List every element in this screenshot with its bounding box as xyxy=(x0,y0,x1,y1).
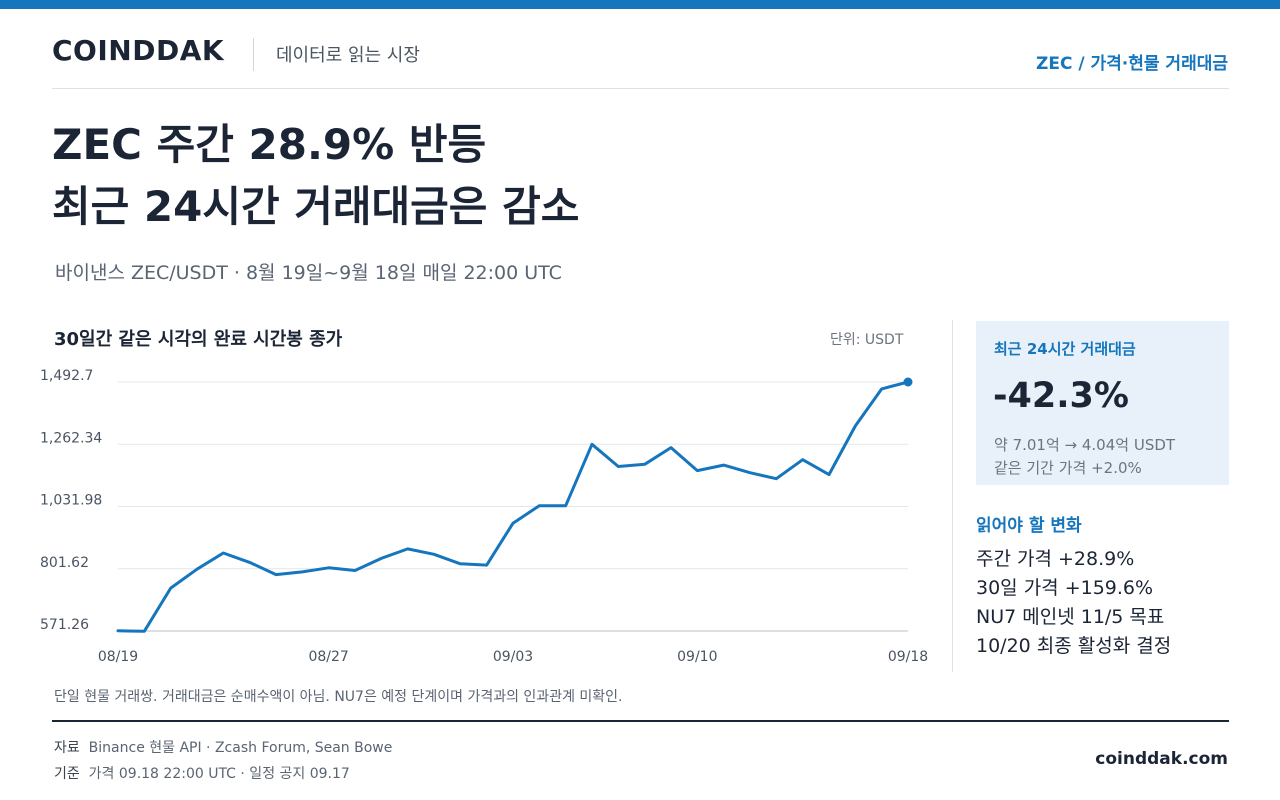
top-accent-bar xyxy=(0,0,1280,9)
source-line: 자료 Binance 현물 API · Zcash Forum, Sean Bo… xyxy=(54,737,392,757)
changes-list: 주간 가격 +28.9% 30일 가격 +159.6% NU7 메인넷 11/5… xyxy=(976,545,1171,661)
y-tick-label: 1,262.34 xyxy=(40,430,102,446)
last-point-marker xyxy=(903,377,913,387)
list-item: NU7 메인넷 11/5 목표 xyxy=(976,606,1165,628)
x-tick-label: 08/27 xyxy=(308,649,348,665)
basis-line: 기준 가격 09.18 22:00 UTC · 일정 공지 09.17 xyxy=(54,763,350,783)
headline: ZEC 주간 28.9% 반등 최근 24시간 거래대금은 감소 xyxy=(52,114,579,238)
x-tick-label: 08/19 xyxy=(98,649,138,665)
y-tick-label: 801.62 xyxy=(40,555,89,571)
chart-x-tick-labels: 08/19 08/27 09/03 09/10 09/18 xyxy=(98,649,928,665)
list-item: 10/20 최종 활성화 결정 xyxy=(976,635,1172,657)
headline-line-2: 최근 24시간 거래대금은 감소 xyxy=(52,182,580,231)
list-item: 주간 가격 +28.9% xyxy=(976,548,1135,570)
section-label[interactable]: ZEC / 가격·현물 거래대금 xyxy=(1036,54,1228,74)
subheadline: 바이낸스 ZEC/USDT · 8월 19일~9월 18일 매일 22:00 U… xyxy=(55,262,562,284)
series-line xyxy=(116,380,910,633)
brand-divider xyxy=(253,38,254,71)
basis-key: 기준 xyxy=(54,766,80,782)
kpi-volume-note: 약 7.01억 → 4.04억 USDT xyxy=(994,436,1176,454)
y-tick-label: 1,031.98 xyxy=(40,493,102,509)
list-item: 30일 가격 +159.6% xyxy=(976,577,1154,599)
changes-title: 읽어야 할 변화 xyxy=(976,516,1082,536)
volume-kpi-card: 최근 24시간 거래대금 -42.3% 약 7.01억 → 4.04억 USDT… xyxy=(976,321,1229,485)
kpi-price-note: 같은 기간 가격 +2.0% xyxy=(994,459,1142,477)
y-tick-label: 571.26 xyxy=(40,617,89,633)
x-tick-label: 09/18 xyxy=(888,649,928,665)
x-tick-label: 09/03 xyxy=(493,649,533,665)
source-text: Binance 현물 API · Zcash Forum, Sean Bowe xyxy=(88,740,393,756)
chart-y-tick-labels: 571.26 801.62 1,031.98 1,262.34 1,492.7 xyxy=(40,368,102,633)
headline-line-1: ZEC 주간 28.9% 반등 xyxy=(52,120,487,169)
footer-divider xyxy=(52,720,1229,722)
disclaimer: 단일 현물 거래쌍. 거래대금은 순매수액이 아님. NU7은 예정 단계이며 … xyxy=(54,689,623,705)
x-tick-label: 09/10 xyxy=(677,649,717,665)
brand-logo[interactable]: COINDDAK xyxy=(52,34,225,67)
header-divider xyxy=(52,88,1229,89)
column-divider xyxy=(952,320,953,672)
price-line-chart: 571.26 801.62 1,031.98 1,262.34 1,492.7 08/1… xyxy=(40,368,928,665)
source-key: 자료 xyxy=(54,740,80,756)
kpi-value: -42.3% xyxy=(993,376,1129,416)
site-link[interactable]: coinddak.com xyxy=(1095,749,1228,769)
kpi-label: 최근 24시간 거래대금 xyxy=(994,340,1136,358)
tagline: 데이터로 읽는 시장 xyxy=(276,45,420,66)
chart-series xyxy=(116,377,913,633)
chart-gridlines xyxy=(118,381,908,632)
basis-text: 가격 09.18 22:00 UTC · 일정 공지 09.17 xyxy=(88,766,350,782)
chart-unit-label: 단위: USDT xyxy=(830,332,904,348)
chart-title: 30일간 같은 시각의 완료 시간봉 종가 xyxy=(54,329,343,350)
y-tick-label: 1,492.7 xyxy=(40,368,93,384)
